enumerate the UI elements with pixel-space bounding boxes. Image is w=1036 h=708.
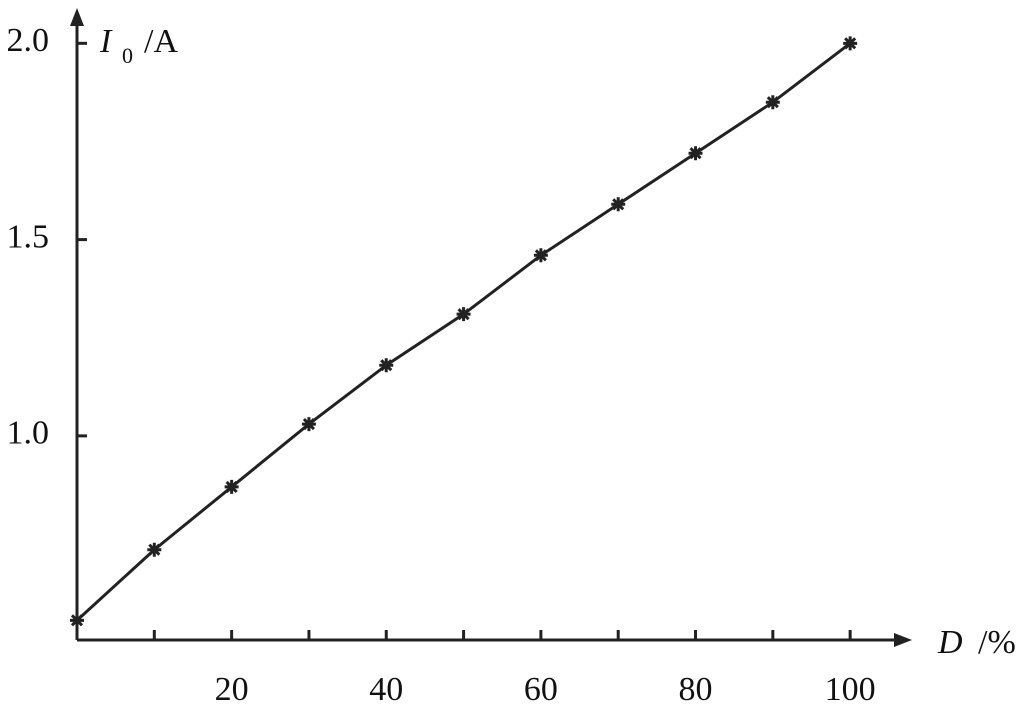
data-point (147, 542, 162, 557)
data-point (533, 248, 548, 263)
data-point (379, 358, 394, 373)
x-label-symbol: D (937, 624, 963, 661)
y-tick-label: 1.0 (7, 415, 50, 452)
x-tick-label: 20 (215, 671, 249, 708)
y-label-subscript: 0 (122, 43, 133, 68)
series-line (75, 42, 852, 622)
y-label-symbol: I (99, 23, 113, 60)
y-tick-label: 1.5 (7, 218, 50, 255)
data-point (765, 95, 780, 110)
y-tick-label: 2.0 (7, 22, 50, 59)
x-tick-label: 60 (524, 671, 558, 708)
data-point (688, 146, 703, 161)
data-point (456, 307, 471, 322)
x-tick-label: 40 (369, 671, 403, 708)
data-point (301, 417, 316, 432)
x-axis-arrow (894, 633, 912, 647)
x-tick-label: 100 (825, 671, 876, 708)
data-point (843, 36, 858, 51)
x-label-unit: /% (978, 624, 1016, 661)
data-point (70, 613, 84, 628)
data-point (224, 479, 239, 494)
x-tick-label: 80 (679, 671, 713, 708)
y-axis-arrow (70, 8, 84, 26)
y-label-unit: /A (144, 23, 178, 60)
data-point (611, 197, 626, 212)
